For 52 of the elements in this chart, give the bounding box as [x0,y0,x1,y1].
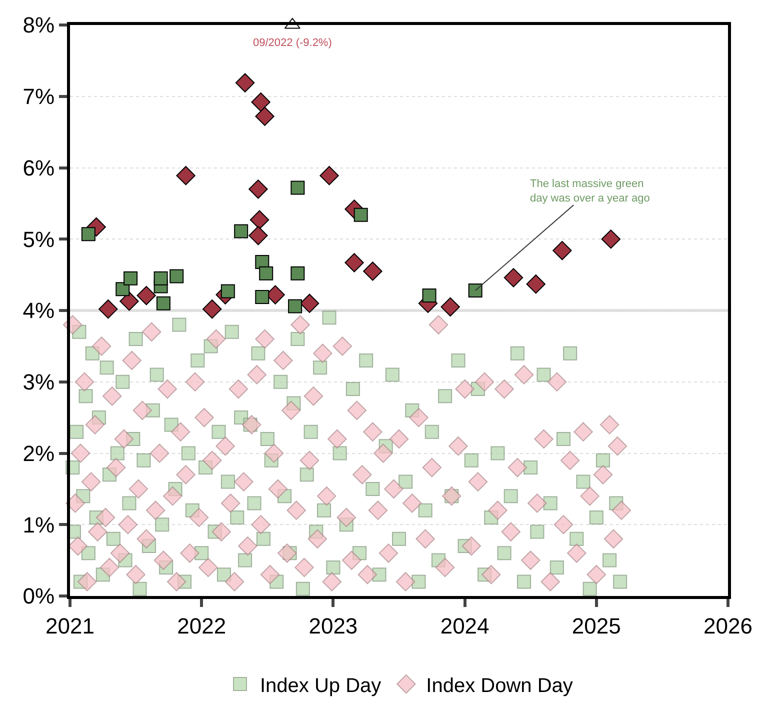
y-tick-label: 0% [22,584,55,609]
point [136,286,156,306]
point [290,266,305,280]
point [98,299,118,319]
point [116,282,130,296]
point [255,106,274,126]
point [154,271,168,286]
point [422,288,436,303]
annotation: The last massive green day was over a year ago [530,178,650,204]
point [552,240,572,260]
y-tick-label: 4% [22,298,55,324]
point [248,226,268,246]
point [601,230,620,249]
point [202,299,222,319]
point [468,284,482,298]
annotation: 09/2022 (-9.2%) [253,37,332,49]
point [288,299,302,314]
y-tick-label: 2% [22,440,55,466]
point [526,274,546,294]
y-tick-label: 1% [22,512,55,538]
point [440,297,460,317]
point [251,92,270,112]
x-tick-label: 2024 [440,613,490,638]
y-tick-label: 8% [22,12,55,38]
point [234,224,248,238]
point [259,266,274,280]
point [248,180,268,199]
x-tick-label: 2026 [704,613,752,638]
point [363,262,382,281]
point [320,166,339,186]
x-tick-label: 2025 [572,613,621,638]
point [504,268,524,288]
point [255,290,270,304]
point [250,210,270,230]
point [120,292,139,311]
point [170,269,184,284]
point [235,73,255,92]
point [290,180,305,195]
point [344,253,364,272]
point [81,227,96,242]
y-tick-label: 5% [22,226,55,252]
y-tick-label: 3% [22,370,55,395]
x-tick-label: 2022 [177,613,226,638]
point [124,271,138,286]
y-tick-label: 6% [22,155,55,180]
x-tick-label: 2023 [308,613,358,638]
x-tick-label: 2021 [46,613,94,638]
legend-label: Index Down Day [426,674,573,697]
point [176,166,196,186]
y-tick-label: 7% [22,84,55,110]
legend-label: Index Up Day [260,674,382,697]
point [156,296,170,310]
